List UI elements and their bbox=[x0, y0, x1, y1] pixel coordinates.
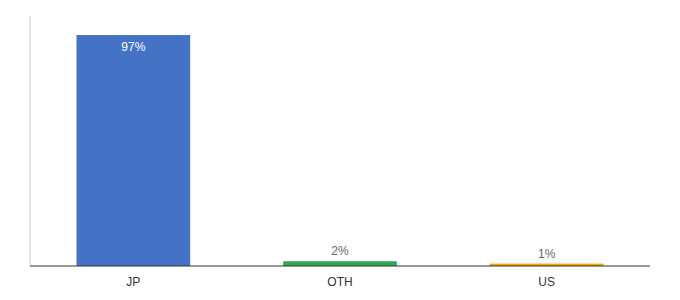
x-ticks: JP OTH US bbox=[126, 275, 555, 289]
data-label: 2% bbox=[331, 244, 349, 258]
chart: 97% 2% 1% JP OTH US bbox=[0, 0, 680, 300]
x-tick-label: JP bbox=[126, 275, 140, 289]
x-tick-label: OTH bbox=[327, 275, 352, 289]
x-axis-line bbox=[30, 266, 650, 267]
bar bbox=[283, 261, 397, 266]
chart-container: 97% 2% 1% JP OTH US bbox=[0, 0, 680, 300]
x-tick-label: US bbox=[538, 275, 555, 289]
bars bbox=[77, 35, 604, 266]
data-label: 97% bbox=[121, 40, 145, 54]
data-labels: 97% 2% 1% bbox=[121, 40, 555, 261]
y-axis-line bbox=[30, 16, 31, 266]
bar bbox=[77, 35, 191, 266]
data-label: 1% bbox=[538, 247, 556, 261]
